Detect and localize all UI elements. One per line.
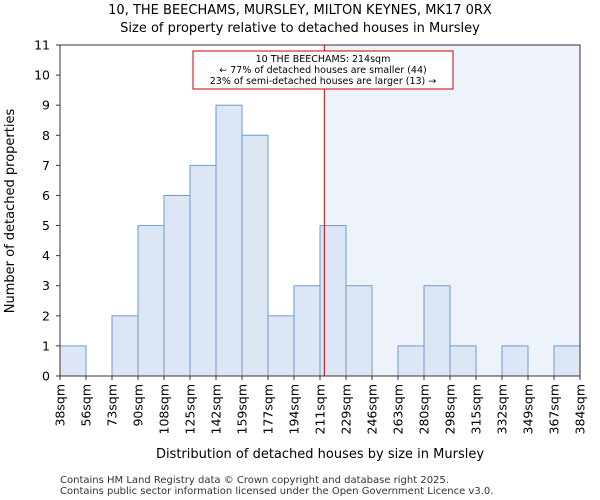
annotation-line-3: 23% of semi-detached houses are larger (…	[210, 76, 437, 87]
footer-line-2: Contains public sector information licen…	[60, 486, 493, 497]
bar-194sqm	[293, 285, 321, 377]
x-tick-label: 349sqm	[521, 384, 536, 434]
x-tick-label: 194sqm	[287, 384, 302, 434]
chart-subtitle: Size of property relative to detached ho…	[120, 21, 480, 36]
bar-280sqm	[423, 285, 451, 377]
x-axis-label: Distribution of detached houses by size …	[156, 447, 484, 462]
y-tick-label: 11	[34, 38, 50, 53]
y-tick-label: 9	[42, 98, 50, 113]
bar-263sqm	[397, 345, 425, 377]
x-tick-label: 263sqm	[391, 384, 406, 434]
x-tick-label: 73sqm	[105, 384, 120, 427]
y-axis-label: Number of detached properties	[3, 109, 18, 314]
x-tick-label: 38sqm	[53, 384, 68, 427]
annotation-line-1: 10 THE BEECHAMS: 214sqm	[256, 54, 391, 65]
x-tick-label: 90sqm	[131, 384, 146, 427]
y-tick-label: 10	[34, 68, 50, 83]
x-tick-label: 229sqm	[339, 384, 354, 434]
y-ticks: 0 1 2 3 4 5 6 7 8 9 10 11	[34, 38, 60, 384]
bar-73sqm	[111, 315, 139, 377]
y-tick-label: 4	[42, 248, 50, 263]
y-tick-label: 2	[42, 308, 50, 323]
x-tick-label: 159sqm	[235, 384, 250, 434]
y-tick-label: 1	[42, 338, 50, 353]
x-tick-label: 211sqm	[313, 384, 328, 434]
footer-line-1: Contains HM Land Registry data © Crown c…	[60, 475, 449, 486]
y-tick-label: 7	[42, 158, 50, 173]
x-tick-label: 56sqm	[79, 384, 94, 427]
y-tick-label: 6	[42, 188, 50, 203]
y-tick-label: 5	[42, 218, 50, 233]
bar-90sqm	[137, 225, 165, 377]
x-tick-label: 332sqm	[495, 384, 510, 434]
bar-367sqm	[553, 345, 581, 377]
bar-177sqm	[267, 315, 295, 377]
bar-229sqm	[345, 285, 373, 377]
x-tick-label: 125sqm	[183, 384, 198, 434]
bar-142sqm	[215, 104, 243, 377]
x-tick-label: 298sqm	[443, 384, 458, 434]
bar-298sqm	[449, 345, 477, 377]
chart-title: 10, THE BEECHAMS, MURSLEY, MILTON KEYNES…	[108, 3, 492, 18]
x-tick-label: 246sqm	[365, 384, 380, 434]
y-tick-label: 3	[42, 278, 50, 293]
y-tick-label: 8	[42, 128, 50, 143]
plot-frame	[59, 44, 581, 377]
x-ticks: 38sqm 56sqm 73sqm 90sqm 108sqm 125sqm 142sqm 15…	[53, 376, 588, 434]
bar-125sqm	[189, 164, 217, 377]
annotation-line-2: ← 77% of detached houses are smaller (44…	[219, 65, 426, 76]
bar-108sqm	[163, 194, 191, 377]
x-tick-label: 315sqm	[469, 384, 484, 434]
x-tick-label: 108sqm	[157, 384, 172, 434]
x-tick-label: 384sqm	[573, 384, 588, 434]
y-tick-label: 0	[42, 369, 50, 384]
x-tick-label: 142sqm	[209, 384, 224, 434]
annotation-box: 10 THE BEECHAMS: 214sqm ← 77% of detache…	[192, 50, 454, 90]
bars-group	[59, 104, 581, 377]
bar-159sqm	[241, 134, 269, 377]
x-tick-label: 280sqm	[417, 384, 432, 434]
x-tick-label: 367sqm	[547, 384, 562, 434]
x-tick-label: 177sqm	[261, 384, 276, 434]
bar-332sqm	[501, 345, 529, 377]
bar-38sqm	[59, 345, 87, 377]
